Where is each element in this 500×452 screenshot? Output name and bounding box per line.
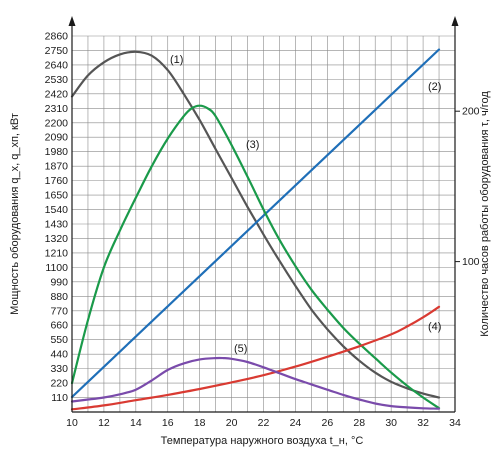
y-left-tick-label: 1320 [45, 233, 69, 245]
series-line-1 [70, 50, 441, 399]
y-left-tick-label: 330 [50, 363, 68, 375]
y-left-tick-label: 1100 [45, 262, 68, 274]
curve-label-2: (2) [428, 81, 441, 93]
x-tick-label: 14 [130, 417, 142, 429]
y-left-tick-label: 1870 [45, 161, 69, 173]
y-axis-right-label: Количество часов работы оборудования τ, … [479, 91, 491, 337]
x-tick-label: 24 [290, 417, 302, 429]
tick-labels: 10 12 14 16 18 20 22 24 26 28 30 32 34 110 220 330 440 55… [45, 31, 480, 430]
y-left-tick-label: 2640 [45, 59, 69, 71]
grid [71, 35, 456, 412]
x-tick-label: 32 [417, 417, 429, 429]
curve-label-5: (5) [234, 343, 247, 355]
y-left-tick-label: 2310 [45, 103, 69, 115]
x-tick-label: 20 [226, 417, 238, 429]
y-left-tick-label: 880 [50, 291, 68, 303]
series-line-3 [70, 104, 441, 410]
y-left-tick-label: 2530 [45, 74, 69, 86]
y-left-tick-label: 1210 [45, 247, 69, 259]
series-line-5 [70, 356, 441, 410]
curve-label-1: (1) [170, 54, 183, 66]
y-left-tick-label: 990 [50, 276, 68, 288]
y-left-tick-label: 110 [51, 392, 68, 404]
y-right-tick-label: 100 [462, 256, 480, 268]
series-line-2 [70, 48, 441, 399]
curve-labels: (1) (2) (3) (4) (5) [170, 54, 441, 355]
x-tick-label: 26 [321, 417, 333, 429]
series-layer [70, 48, 441, 411]
x-tick-label: 10 [66, 417, 78, 429]
x-tick-label: 18 [194, 417, 206, 429]
x-tick-label: 30 [385, 417, 397, 429]
y-left-tick-label: 1650 [45, 190, 69, 202]
x-tick-label: 22 [258, 417, 270, 429]
y-left-tick-label: 2860 [45, 31, 69, 43]
y-left-tick-label: 2200 [45, 117, 69, 129]
y-left-tick-label: 1760 [45, 175, 69, 187]
x-axis-label: Температура наружного воздуха t_н, °С [161, 435, 364, 447]
y-left-tick-label: 1430 [45, 219, 69, 231]
y-axis-right-arrow [451, 16, 459, 26]
y-left-tick-label: 2420 [45, 88, 69, 100]
series-line-4 [70, 305, 441, 411]
y-left-tick-label: 660 [50, 320, 68, 332]
y-right-tick-label: 200 [462, 106, 480, 118]
x-tick-label: 12 [98, 417, 110, 429]
x-tick-label: 16 [162, 417, 174, 429]
y-left-tick-label: 1540 [45, 204, 69, 216]
y-left-tick-label: 2750 [45, 45, 69, 57]
axes [68, 16, 460, 413]
x-tick-label: 34 [449, 417, 461, 429]
curve-label-4: (4) [428, 321, 441, 333]
y-left-tick-label: 770 [50, 305, 68, 317]
y-left-tick-label: 440 [50, 349, 68, 361]
y-left-tick-label: 2090 [45, 132, 69, 144]
curve-label-3: (3) [246, 139, 259, 151]
y-left-tick-label: 1980 [45, 146, 69, 158]
y-left-tick-label: 220 [50, 378, 68, 390]
y-left-tick-label: 550 [50, 334, 68, 346]
y-axis-left-arrow [68, 16, 76, 26]
y-axis-left-label: Мощность оборудования q_х, q_хп, кВт [9, 113, 21, 315]
x-tick-label: 28 [353, 417, 365, 429]
